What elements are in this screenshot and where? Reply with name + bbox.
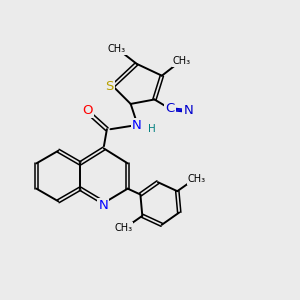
Text: CH₃: CH₃ <box>108 44 126 54</box>
Text: H: H <box>148 124 156 134</box>
Text: S: S <box>105 80 113 93</box>
Text: CH₃: CH₃ <box>188 174 206 184</box>
Text: C: C <box>165 103 175 116</box>
Text: N: N <box>98 199 108 212</box>
Text: O: O <box>82 104 93 117</box>
Text: N: N <box>184 104 193 117</box>
Text: CH₃: CH₃ <box>173 56 191 66</box>
Text: N: N <box>132 119 142 132</box>
Text: CH₃: CH₃ <box>114 223 132 233</box>
